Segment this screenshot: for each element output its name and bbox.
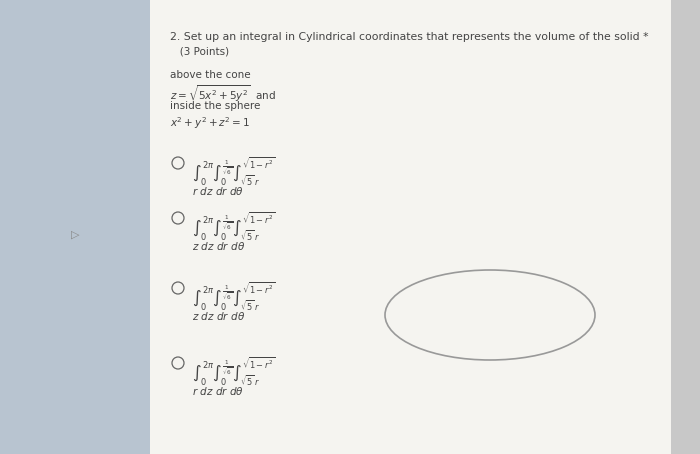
Text: $r\ dz\ dr\ d\theta$: $r\ dz\ dr\ d\theta$ <box>192 385 244 397</box>
Bar <box>0 0 150 454</box>
Text: ▷: ▷ <box>71 230 79 240</box>
Bar <box>671 0 700 454</box>
Text: $\int_0^{2\pi} \int_0^{\frac{1}{\sqrt{6}}} \int_{\sqrt{5}\,r}^{\sqrt{1-r^2}}$: $\int_0^{2\pi} \int_0^{\frac{1}{\sqrt{6}… <box>192 355 275 388</box>
Bar <box>150 0 671 454</box>
Text: $\int_0^{2\pi} \int_0^{\frac{1}{\sqrt{6}}} \int_{\sqrt{5}\,r}^{\sqrt{1-r^2}}$: $\int_0^{2\pi} \int_0^{\frac{1}{\sqrt{6}… <box>192 280 275 313</box>
Text: $\int_0^{2\pi} \int_0^{\frac{1}{\sqrt{6}}} \int_{\sqrt{5}\,r}^{\sqrt{1-r^2}}$: $\int_0^{2\pi} \int_0^{\frac{1}{\sqrt{6}… <box>192 210 275 243</box>
Text: $z\ dz\ dr\ d\theta$: $z\ dz\ dr\ d\theta$ <box>192 310 245 322</box>
Text: above the cone: above the cone <box>170 70 251 80</box>
Text: $z\ dz\ dr\ d\theta$: $z\ dz\ dr\ d\theta$ <box>192 240 245 252</box>
Text: $r\ dz\ dr\ d\theta$: $r\ dz\ dr\ d\theta$ <box>192 185 244 197</box>
Text: $x^2 + y^2 + z^2 = 1$: $x^2 + y^2 + z^2 = 1$ <box>170 115 250 131</box>
Text: 2. Set up an integral in Cylindrical coordinates that represents the volume of t: 2. Set up an integral in Cylindrical coo… <box>170 32 648 42</box>
Text: inside the sphere: inside the sphere <box>170 101 260 111</box>
Text: $z = \sqrt{5x^2 + 5y^2}$  and: $z = \sqrt{5x^2 + 5y^2}$ and <box>170 84 276 104</box>
Text: (3 Points): (3 Points) <box>170 47 229 57</box>
Text: $\int_0^{2\pi} \int_0^{\frac{1}{\sqrt{6}}} \int_{\sqrt{5}\,r}^{\sqrt{1-r^2}}$: $\int_0^{2\pi} \int_0^{\frac{1}{\sqrt{6}… <box>192 155 275 188</box>
